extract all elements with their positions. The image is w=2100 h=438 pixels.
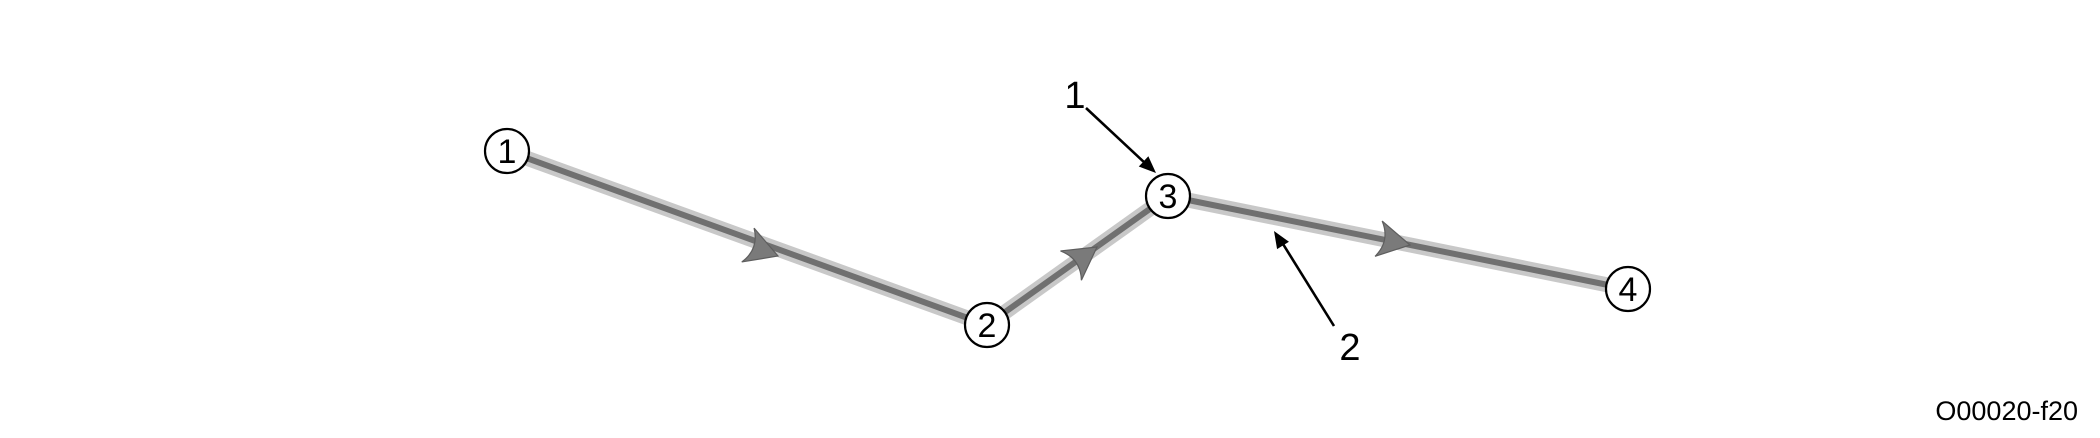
node-label: 4	[1619, 271, 1638, 309]
leader-arrowhead-icon	[1138, 156, 1156, 173]
callout-label-1: 1	[1064, 75, 1085, 117]
callout-label-2: 2	[1339, 327, 1360, 369]
callout-1: 1	[1064, 75, 1156, 173]
direction-arrow-icon	[1060, 246, 1098, 281]
node-3: 3	[1144, 172, 1192, 220]
node-label: 2	[978, 307, 997, 345]
leader-arrowhead-icon	[1274, 231, 1289, 250]
node-2: 2	[963, 301, 1011, 349]
direction-arrow-icon	[1374, 220, 1412, 257]
node-4: 4	[1604, 265, 1652, 313]
route-path	[504, 143, 1630, 333]
node-1: 1	[483, 127, 531, 175]
figure-id: O00020-f20	[1935, 396, 2078, 426]
node-label: 3	[1159, 178, 1178, 216]
segment-1-2	[504, 143, 990, 333]
callout-2: 2	[1274, 231, 1361, 369]
node-label: 1	[498, 133, 517, 171]
direction-arrows	[741, 220, 1412, 281]
direction-arrow-icon	[741, 227, 780, 263]
